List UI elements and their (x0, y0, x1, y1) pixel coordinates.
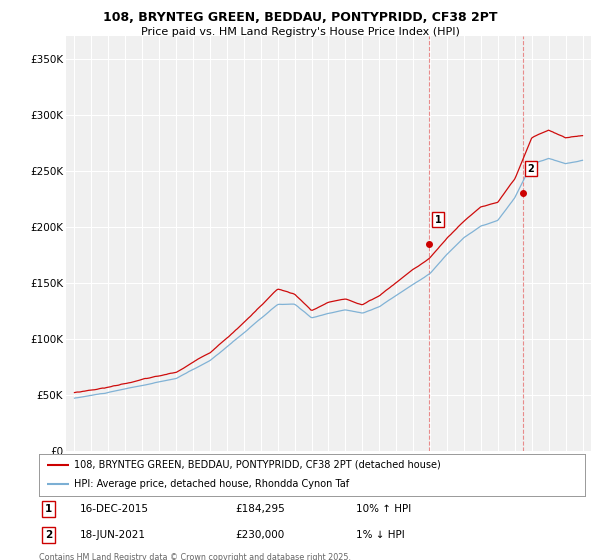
Text: HPI: Average price, detached house, Rhondda Cynon Taf: HPI: Average price, detached house, Rhon… (74, 479, 350, 489)
Text: 18-JUN-2021: 18-JUN-2021 (80, 530, 146, 540)
Text: 108, BRYNTEG GREEN, BEDDAU, PONTYPRIDD, CF38 2PT (detached house): 108, BRYNTEG GREEN, BEDDAU, PONTYPRIDD, … (74, 460, 441, 470)
Text: Price paid vs. HM Land Registry's House Price Index (HPI): Price paid vs. HM Land Registry's House … (140, 27, 460, 37)
Text: 108, BRYNTEG GREEN, BEDDAU, PONTYPRIDD, CF38 2PT: 108, BRYNTEG GREEN, BEDDAU, PONTYPRIDD, … (103, 11, 497, 24)
Text: 10% ↑ HPI: 10% ↑ HPI (356, 504, 411, 514)
Text: £230,000: £230,000 (236, 530, 285, 540)
Text: 1: 1 (45, 504, 52, 514)
Text: 1% ↓ HPI: 1% ↓ HPI (356, 530, 404, 540)
Text: 1: 1 (434, 214, 441, 225)
Text: 16-DEC-2015: 16-DEC-2015 (80, 504, 149, 514)
Text: £184,295: £184,295 (236, 504, 286, 514)
Text: Contains HM Land Registry data © Crown copyright and database right 2025.
This d: Contains HM Land Registry data © Crown c… (39, 553, 351, 560)
Text: 2: 2 (527, 164, 535, 174)
Text: 2: 2 (45, 530, 52, 540)
